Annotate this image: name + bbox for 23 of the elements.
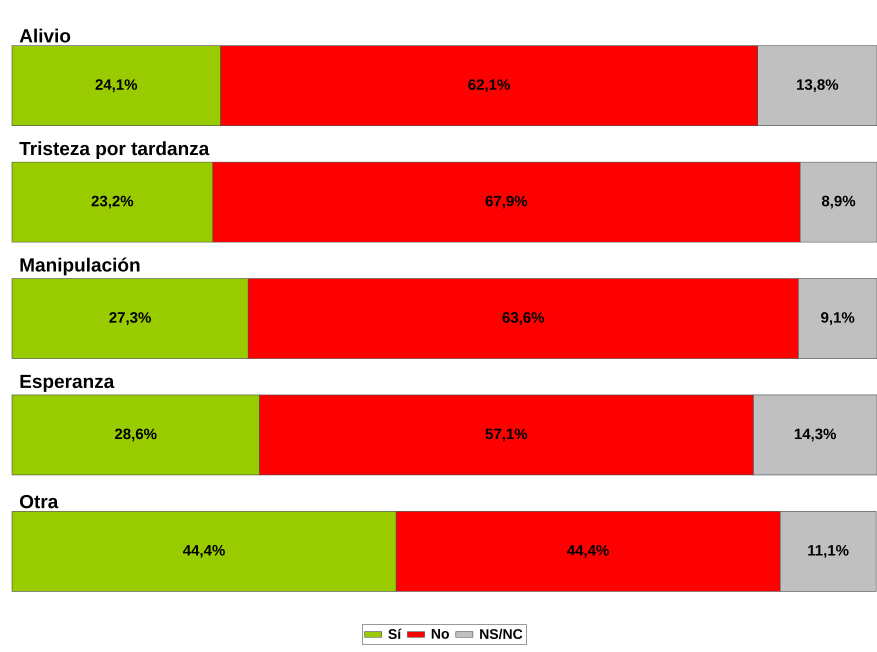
legend-label: Sí (388, 628, 402, 640)
data-label: 28,6% (114, 428, 157, 442)
y-tick-label: Esperanza (20, 374, 114, 392)
y-tick-label: Alivio (20, 28, 70, 43)
y-tick-label: Otra (20, 494, 58, 508)
data-label: 24,1% (95, 79, 138, 92)
y-tick-label: Manipulación (20, 258, 140, 276)
data-label: 44,4% (182, 545, 225, 558)
data-label: 11,1% (808, 545, 849, 558)
data-label: 23,2% (92, 196, 134, 209)
legend-label: NS/NC (480, 628, 522, 640)
data-label: 62,1% (468, 79, 510, 92)
data-label: 57,1% (486, 428, 528, 442)
y-tick-label: Tristeza por tardanza (19, 141, 210, 159)
data-label: 63,6% (502, 312, 544, 325)
data-label: 9,1% (821, 312, 854, 325)
data-label: 67,9% (486, 196, 528, 209)
data-label: 13,8% (796, 79, 838, 92)
data-label: 44,4% (567, 545, 609, 558)
data-label: 8,9% (822, 196, 856, 209)
legend-label: No (432, 628, 449, 639)
data-label: 27,3% (109, 312, 151, 325)
data-label: 14,3% (794, 428, 836, 442)
